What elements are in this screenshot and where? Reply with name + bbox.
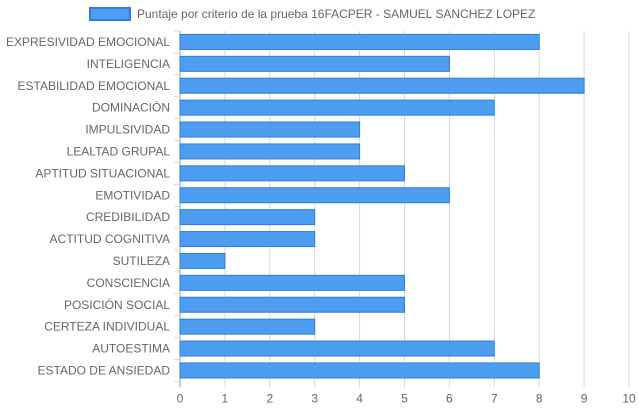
bar[interactable] xyxy=(179,143,361,160)
category-label: EMOTIVIDAD xyxy=(95,188,170,202)
category-label: ESTABILIDAD EMOCIONAL xyxy=(18,79,171,93)
bars xyxy=(179,33,585,379)
x-tick-label: 9 xyxy=(581,391,588,405)
bar[interactable] xyxy=(179,121,361,138)
x-tick-label: 5 xyxy=(401,391,408,405)
category-label: SUTILEZA xyxy=(113,254,170,268)
legend-swatch[interactable] xyxy=(89,7,131,21)
x-tick-label: 0 xyxy=(177,391,184,405)
category-label: IMPULSIVIDAD xyxy=(85,123,170,137)
category-label: CERTEZA INDIVIDUAL xyxy=(44,320,170,334)
category-label: ESTADO DE ANSIEDAD xyxy=(38,363,171,377)
legend-label[interactable]: Puntaje por criterio de la prueba 16FACP… xyxy=(137,7,535,21)
bar[interactable] xyxy=(179,187,450,204)
x-tick-label: 8 xyxy=(536,391,543,405)
category-label: LEALTAD GRUPAL xyxy=(67,144,171,158)
bar[interactable] xyxy=(179,33,540,50)
category-label: APTITUD SITUACIONAL xyxy=(35,166,170,180)
bar[interactable] xyxy=(179,231,316,248)
bar[interactable] xyxy=(179,252,226,269)
category-label: CONSCIENCIA xyxy=(87,276,170,290)
category-label: CREDIBILIDAD xyxy=(86,210,170,224)
category-label: EXPRESIVIDAD EMOCIONAL xyxy=(6,35,170,49)
x-tick-label: 1 xyxy=(222,391,229,405)
category-label: POSICIÓN SOCIAL xyxy=(64,297,170,312)
bar[interactable] xyxy=(179,209,316,226)
bar[interactable] xyxy=(179,274,405,291)
bar[interactable] xyxy=(179,296,405,313)
legend[interactable]: Puntaje por criterio de la prueba 16FACP… xyxy=(89,7,535,21)
bar[interactable] xyxy=(179,55,450,72)
x-tick-label: 6 xyxy=(446,391,453,405)
bar[interactable] xyxy=(179,165,405,182)
x-tick-label: 2 xyxy=(266,391,273,405)
bar[interactable] xyxy=(179,340,495,357)
bar[interactable] xyxy=(179,318,316,335)
bar[interactable] xyxy=(179,99,495,116)
bar[interactable] xyxy=(179,77,585,94)
x-tick-label: 4 xyxy=(356,391,363,405)
category-label: DOMINACIÓN xyxy=(92,100,170,115)
x-tick-labels: 0 1 2 3 4 5 6 7 8 9 10 xyxy=(177,391,636,405)
category-label: ACTITUD COGNITIVA xyxy=(50,232,170,246)
x-tick-label: 10 xyxy=(622,391,636,405)
x-tick-label: 3 xyxy=(311,391,318,405)
x-tick-label: 7 xyxy=(491,391,498,405)
category-label: AUTOESTIMA xyxy=(92,342,170,356)
category-label: INTELIGENCIA xyxy=(87,57,170,71)
category-labels: EXPRESIVIDAD EMOCIONAL INTELIGENCIA ESTABI… xyxy=(6,35,170,378)
bar[interactable] xyxy=(179,362,540,379)
